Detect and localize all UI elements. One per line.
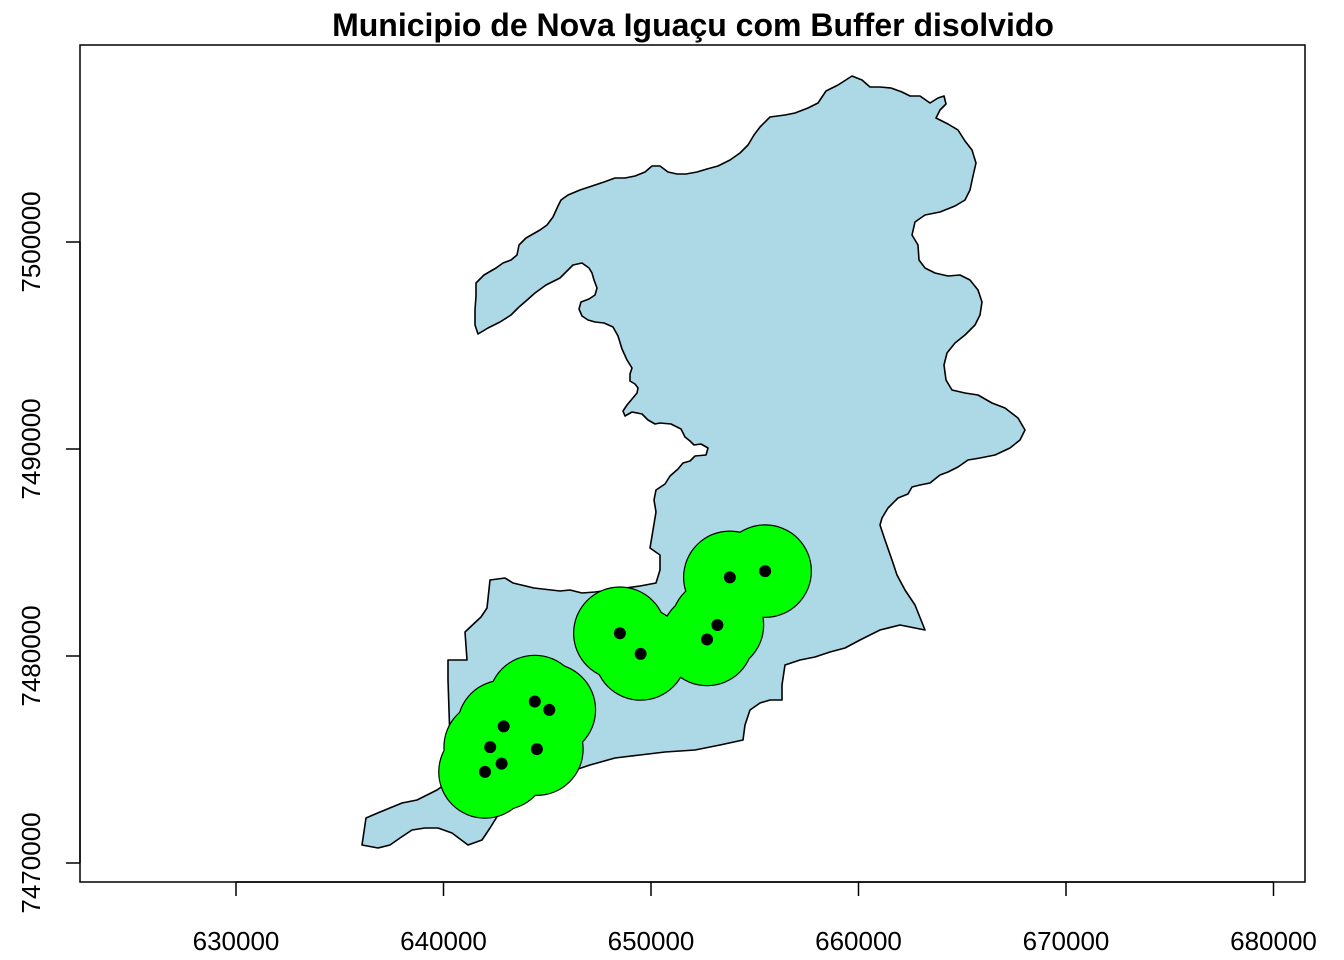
x-tick-label: 670000 (1023, 926, 1110, 956)
point-layer (479, 565, 772, 778)
point-marker (497, 720, 510, 733)
x-tick-label: 650000 (608, 926, 695, 956)
y-tick-label: 7470000 (16, 812, 46, 913)
point-marker (759, 565, 772, 578)
point-marker (634, 647, 647, 660)
point-marker (613, 627, 626, 640)
point-marker (479, 765, 491, 778)
x-tick-label: 660000 (815, 926, 902, 956)
y-axis: 7470000 7480000 7490000 7500000 (16, 191, 81, 914)
x-tick-label: 680000 (1230, 926, 1317, 956)
x-axis: 630000 640000 650000 660000 670000 680000 (193, 881, 1317, 956)
point-marker (495, 757, 508, 770)
municipality-polygon (361, 75, 1026, 849)
y-tick-label: 7490000 (16, 398, 46, 499)
point-marker (701, 633, 714, 646)
point-marker (543, 703, 556, 716)
map-title: Municipio de Nova Iguaçu com Buffer diso… (332, 7, 1054, 43)
point-marker (530, 743, 543, 756)
point-marker (484, 741, 497, 754)
x-tick-label: 630000 (193, 926, 280, 956)
x-tick-label: 640000 (400, 926, 487, 956)
point-marker (528, 695, 541, 708)
point-marker (711, 618, 724, 631)
y-tick-label: 7500000 (16, 191, 46, 292)
point-marker (723, 571, 736, 584)
y-tick-label: 7480000 (16, 605, 46, 706)
